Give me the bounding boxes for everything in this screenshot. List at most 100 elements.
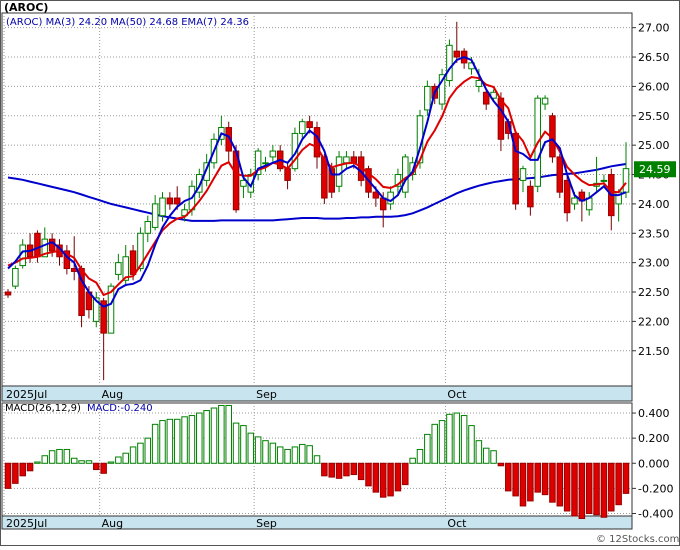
macd-bar	[379, 462, 387, 498]
macd-bar	[85, 460, 93, 464]
macd-bar	[225, 405, 232, 464]
macd-bar	[357, 462, 365, 481]
candle-body	[225, 127, 232, 152]
macd-bar	[527, 462, 534, 502]
macd-bar	[63, 448, 71, 464]
price-tick-label: 23.00	[638, 257, 670, 270]
ma-lines-layer	[7, 56, 627, 308]
macd-bar	[26, 462, 34, 472]
candle-body	[240, 179, 247, 187]
macd-bar	[173, 418, 181, 464]
macd-bar	[269, 442, 277, 464]
macd-bar	[321, 462, 328, 477]
macd-bar	[122, 452, 129, 464]
macd-bar	[335, 462, 343, 479]
macd-bar	[115, 456, 122, 464]
candle-body	[48, 238, 56, 252]
macd-bar	[196, 412, 203, 464]
price-tick-label: 22.00	[638, 315, 670, 328]
legend-item: MA(3) 24.20	[42, 17, 107, 28]
macd-bar	[482, 447, 490, 464]
macd-bar	[593, 462, 600, 516]
candle-body	[571, 197, 578, 205]
last-price-label: 24.59	[639, 163, 671, 176]
macd-bar	[519, 462, 527, 507]
price-panel-frame	[1, 12, 633, 387]
price-tick-label: 25.00	[638, 139, 670, 152]
macd-bar	[541, 462, 549, 496]
watermark: © 12Stocks.com	[596, 534, 679, 545]
price-tick-label: 27.00	[638, 22, 670, 35]
candle-body	[372, 191, 380, 199]
macd-bar	[203, 410, 210, 464]
macd-bar	[372, 462, 380, 493]
date-label: Aug	[102, 388, 123, 401]
macd-bar	[431, 423, 438, 464]
macd-bar	[41, 455, 49, 464]
macd-bar	[181, 416, 188, 464]
ema7-line	[7, 75, 627, 297]
macd-bar	[409, 457, 416, 464]
macd-bar	[247, 432, 255, 464]
candle-body	[41, 238, 49, 258]
last-price-box	[634, 161, 676, 178]
candle-body	[306, 121, 313, 129]
price-tick-label: 24.00	[638, 198, 670, 211]
macd-tick-label: 0.000	[638, 457, 670, 470]
macd-bar	[328, 462, 335, 478]
macd-histogram-layer	[4, 405, 630, 520]
macd-tick-label: -0.400	[638, 507, 673, 520]
candle-body	[541, 97, 549, 105]
candle-body	[166, 197, 174, 205]
gridlines	[2, 13, 632, 516]
candle-body	[482, 91, 490, 105]
macd-bar	[262, 440, 269, 464]
candle-body	[262, 162, 269, 165]
macd-bar	[424, 433, 431, 464]
price-tick-label: 25.50	[638, 110, 670, 123]
candle-body	[622, 168, 630, 193]
candle-body	[284, 168, 291, 181]
candle-body	[129, 250, 137, 275]
candle-body	[563, 179, 571, 214]
macd-bar	[137, 442, 144, 464]
macd-bar	[19, 462, 26, 477]
candle-body	[475, 80, 483, 87]
candle-body	[100, 300, 107, 334]
candle-body	[299, 121, 306, 134]
macd-bar	[350, 462, 358, 476]
candle-body	[497, 97, 505, 140]
macd-bar	[166, 418, 174, 464]
macd-tick-label: 0.200	[638, 432, 670, 445]
macd-bar	[402, 462, 409, 486]
macd-bar	[210, 407, 218, 464]
price-legend: (AROC) MA(3) 24.20 MA(50) 24.68 EMA(7) 2…	[6, 17, 249, 28]
candle-body	[291, 132, 299, 170]
candle-body	[343, 156, 350, 164]
legend-item: EMA(7) 24.36	[178, 17, 249, 28]
macd-title: MACD(26,12,9)	[5, 403, 81, 414]
macd-bar	[578, 462, 586, 520]
macd-bar	[534, 462, 541, 493]
candle-body	[122, 256, 129, 281]
macd-bar	[460, 415, 468, 464]
macd-bar	[490, 450, 497, 464]
candle-body	[446, 44, 453, 82]
macd-bar	[12, 462, 19, 484]
ticker-title: (AROC)	[4, 1, 48, 14]
macd-bar	[70, 457, 78, 464]
macd-bar	[144, 437, 152, 464]
macd-bar	[438, 420, 446, 464]
candle-body	[115, 262, 122, 275]
macd-bar	[159, 420, 166, 464]
candle-body	[12, 268, 19, 287]
macd-bar	[306, 445, 313, 464]
macd-bar	[313, 455, 321, 464]
candle-body	[151, 203, 159, 228]
macd-bar	[93, 462, 100, 471]
price-tick-label: 26.00	[638, 80, 670, 93]
candle-body	[34, 232, 41, 258]
macd-bar	[453, 412, 461, 464]
